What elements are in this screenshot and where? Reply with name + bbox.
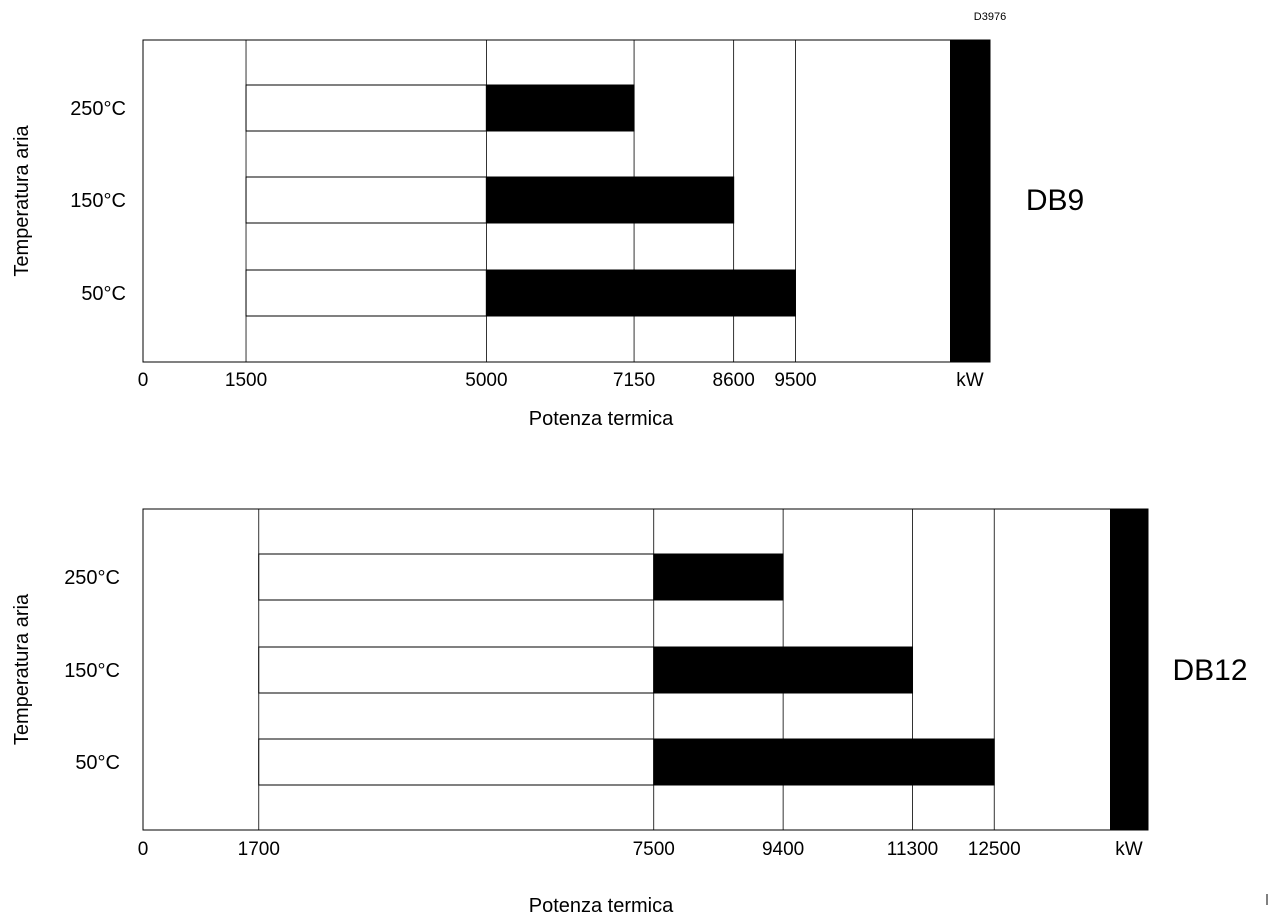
unit-label: kW <box>956 370 984 391</box>
bar-minimum-range <box>245 84 487 132</box>
x-tick-label: 9500 <box>774 370 816 391</box>
x-tick-label: 0 <box>138 839 149 860</box>
category-label: 250°C <box>64 567 120 589</box>
model-label: DB9 <box>1026 184 1084 217</box>
x-tick-label: 1500 <box>225 370 267 391</box>
x-tick-label: 12500 <box>968 839 1021 860</box>
bar-operating-range <box>485 84 635 132</box>
x-tick-label: 8600 <box>713 370 755 391</box>
category-label: 250°C <box>70 98 126 120</box>
bar-minimum-range <box>245 269 487 317</box>
bar-operating-range <box>653 646 914 694</box>
x-tick-label: 1700 <box>238 839 280 860</box>
bar-operating-range <box>485 176 735 224</box>
category-label: 50°C <box>75 752 120 774</box>
figure-code: D3976 <box>974 11 1006 23</box>
x-tick-label: 7500 <box>633 839 675 860</box>
unit-band <box>1110 509 1148 830</box>
x-tick-label: 0 <box>138 370 149 391</box>
x-tick-label: 5000 <box>465 370 507 391</box>
category-label: 50°C <box>81 283 126 305</box>
bar-minimum-range <box>258 738 655 786</box>
category-label: 150°C <box>64 660 120 682</box>
bar-minimum-range <box>258 553 655 601</box>
x-tick-label: 11300 <box>887 839 938 860</box>
chart-db12: 250°C 150°C 50°C 0 1700 7500 9400 11300 12500 kW P… <box>11 508 1248 917</box>
unit-band <box>950 40 990 362</box>
unit-label: kW <box>1115 839 1143 860</box>
bar-operating-range <box>653 553 784 601</box>
bar-operating-range <box>653 738 995 786</box>
y-axis-label: Temperatura aria <box>11 593 33 745</box>
chart-db9: 250°C 150°C 50°C 0 1500 5000 7150 8600 9500 kW Pot… <box>11 39 1084 430</box>
model-label: DB12 <box>1172 654 1247 687</box>
y-axis-label: Temperatura aria <box>11 125 33 277</box>
x-axis-label: Potenza termica <box>529 895 674 915</box>
bar-minimum-range <box>258 646 655 694</box>
category-label: 150°C <box>70 190 126 212</box>
x-axis-label: Potenza termica <box>529 408 674 430</box>
x-tick-label: 7150 <box>613 370 655 391</box>
bar-operating-range <box>485 269 796 317</box>
x-tick-label: 9400 <box>762 839 804 860</box>
bar-minimum-range <box>245 176 487 224</box>
